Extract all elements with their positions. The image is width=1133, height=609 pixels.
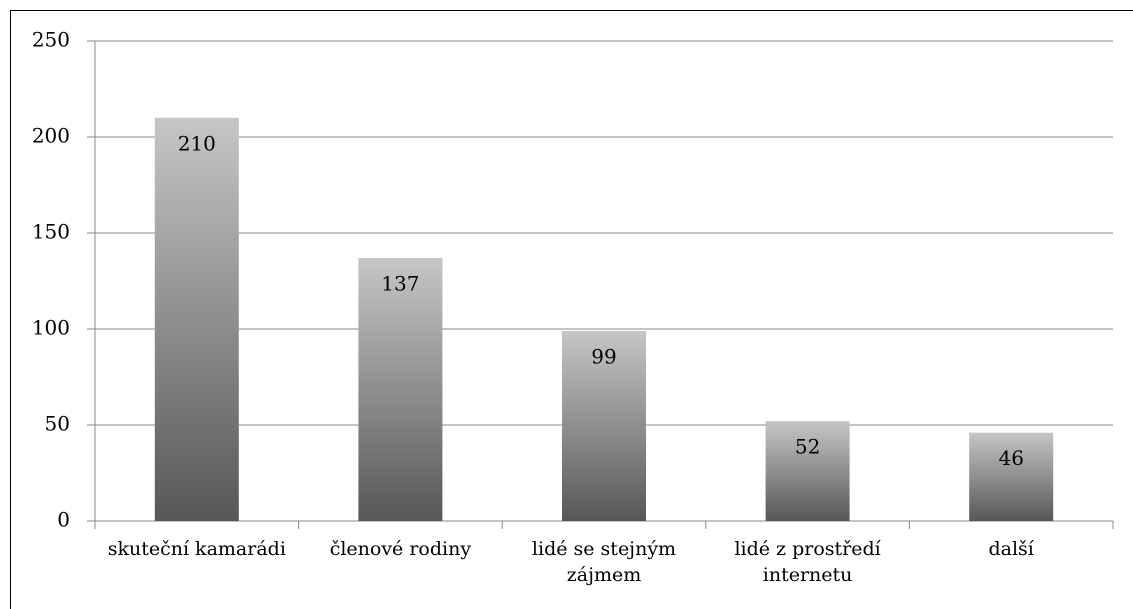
data-label: 46 xyxy=(998,446,1023,470)
bar xyxy=(969,432,1054,521)
x-tick-label: skuteční kamarádi xyxy=(107,538,286,560)
y-tick-label: 200 xyxy=(32,124,70,148)
x-tick-label: členové rodiny xyxy=(329,538,472,560)
y-tick-label: 0 xyxy=(57,508,70,532)
data-label: 137 xyxy=(381,271,419,295)
x-tick-label: další xyxy=(988,538,1034,560)
y-tick-label: 250 xyxy=(32,28,70,52)
y-tick-label: 100 xyxy=(32,316,70,340)
bar xyxy=(562,330,646,521)
data-label: 210 xyxy=(178,131,216,155)
bar xyxy=(358,257,443,521)
data-label: 99 xyxy=(591,344,616,368)
x-tick-label: lidé se stejným zájmem xyxy=(531,538,677,586)
bar xyxy=(154,117,239,522)
x-tick-label: lidé z prostředí internetu xyxy=(734,538,881,586)
data-label: 52 xyxy=(795,435,820,459)
chart-frame xyxy=(10,10,1133,609)
y-tick-label: 150 xyxy=(32,220,70,244)
bar xyxy=(765,421,850,521)
y-tick-label: 50 xyxy=(45,412,70,436)
